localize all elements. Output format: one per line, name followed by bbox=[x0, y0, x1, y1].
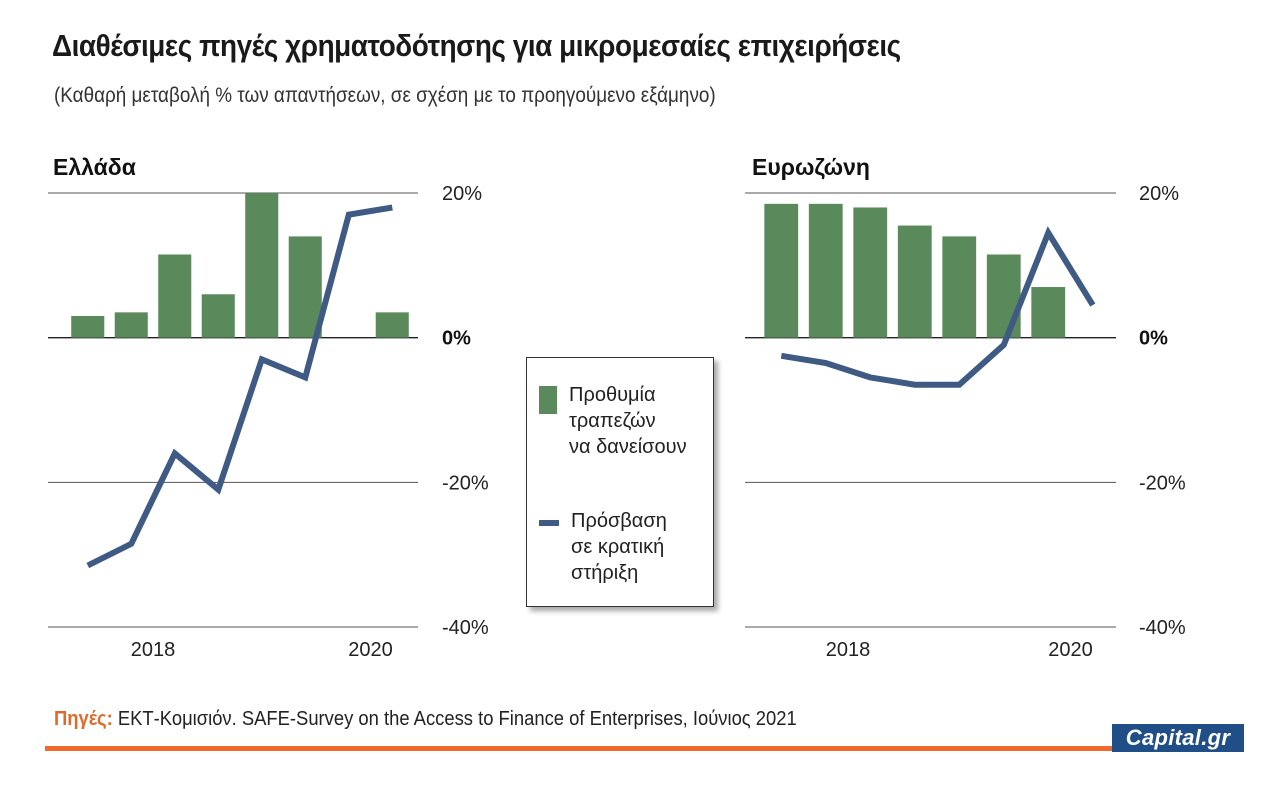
bar bbox=[764, 204, 798, 338]
bar bbox=[115, 312, 148, 337]
panel-title: Ευρωζώνη bbox=[752, 154, 870, 180]
bar bbox=[289, 236, 322, 337]
legend-line-label-line: στήριξη bbox=[571, 560, 711, 586]
capital-logo: Capital.gr bbox=[1112, 724, 1244, 752]
legend-item-state-support: Πρόσβαση σε κρατική στήριξη bbox=[539, 508, 711, 586]
source-note: Πηγές: ΕΚΤ-Κομισιόν. SAFE-Survey on the … bbox=[54, 708, 797, 731]
x-tick-label: 2018 bbox=[131, 639, 176, 661]
source-text: ΕΚΤ-Κομισιόν. SAFE-Survey on the Access … bbox=[113, 708, 797, 730]
legend-line-label: Πρόσβαση σε κρατική στήριξη bbox=[571, 508, 711, 586]
legend-bar-swatch bbox=[539, 386, 557, 414]
legend-bar-label-line: τραπεζών bbox=[569, 408, 709, 434]
y-tick-label: -40% bbox=[442, 617, 489, 639]
bar bbox=[809, 204, 843, 338]
x-tick-label: 2018 bbox=[826, 639, 871, 661]
legend-bar-label-line: να δανείσουν bbox=[569, 434, 709, 460]
source-label: Πηγές: bbox=[54, 708, 113, 730]
line-series bbox=[88, 208, 393, 566]
footer-rule bbox=[45, 746, 1242, 751]
x-tick-label: 2020 bbox=[348, 639, 393, 661]
y-tick-label: 20% bbox=[1139, 183, 1179, 205]
bar bbox=[158, 254, 191, 337]
chart-panel-greece: 20% 0% -20% -40% Ελλάδα 2018 2020 bbox=[48, 154, 489, 661]
bar bbox=[1031, 287, 1065, 338]
y-tick-label: 20% bbox=[442, 183, 482, 205]
y-tick-label: -20% bbox=[442, 472, 489, 494]
x-tick-label: 2020 bbox=[1048, 639, 1093, 661]
panel-title: Ελλάδα bbox=[53, 154, 136, 180]
legend-bar-label-line: Προθυμία bbox=[569, 382, 709, 408]
bar bbox=[898, 226, 932, 338]
bar bbox=[71, 316, 104, 338]
y-tick-label: 0% bbox=[1139, 328, 1168, 350]
legend-item-bank-willingness: Προθυμία τραπεζών να δανείσουν bbox=[539, 382, 709, 460]
legend-line-swatch bbox=[539, 520, 559, 526]
bar bbox=[853, 207, 887, 337]
chart-panel-eurozone: 20% 0% -20% -40% Ευρωζώνη 2018 2020 bbox=[745, 154, 1186, 661]
y-tick-label: -40% bbox=[1139, 617, 1186, 639]
y-tick-label: 0% bbox=[442, 328, 471, 350]
bar bbox=[245, 193, 278, 338]
bar bbox=[376, 312, 409, 337]
bar bbox=[987, 254, 1021, 337]
y-tick-label: -20% bbox=[1139, 472, 1186, 494]
chart-legend: Προθυμία τραπεζών να δανείσουν Πρόσβαση … bbox=[526, 357, 714, 607]
legend-line-label-line: σε κρατική bbox=[571, 534, 711, 560]
legend-line-label-line: Πρόσβαση bbox=[571, 508, 711, 534]
bar bbox=[942, 236, 976, 337]
legend-bar-label: Προθυμία τραπεζών να δανείσουν bbox=[569, 382, 709, 460]
bar bbox=[202, 294, 235, 337]
